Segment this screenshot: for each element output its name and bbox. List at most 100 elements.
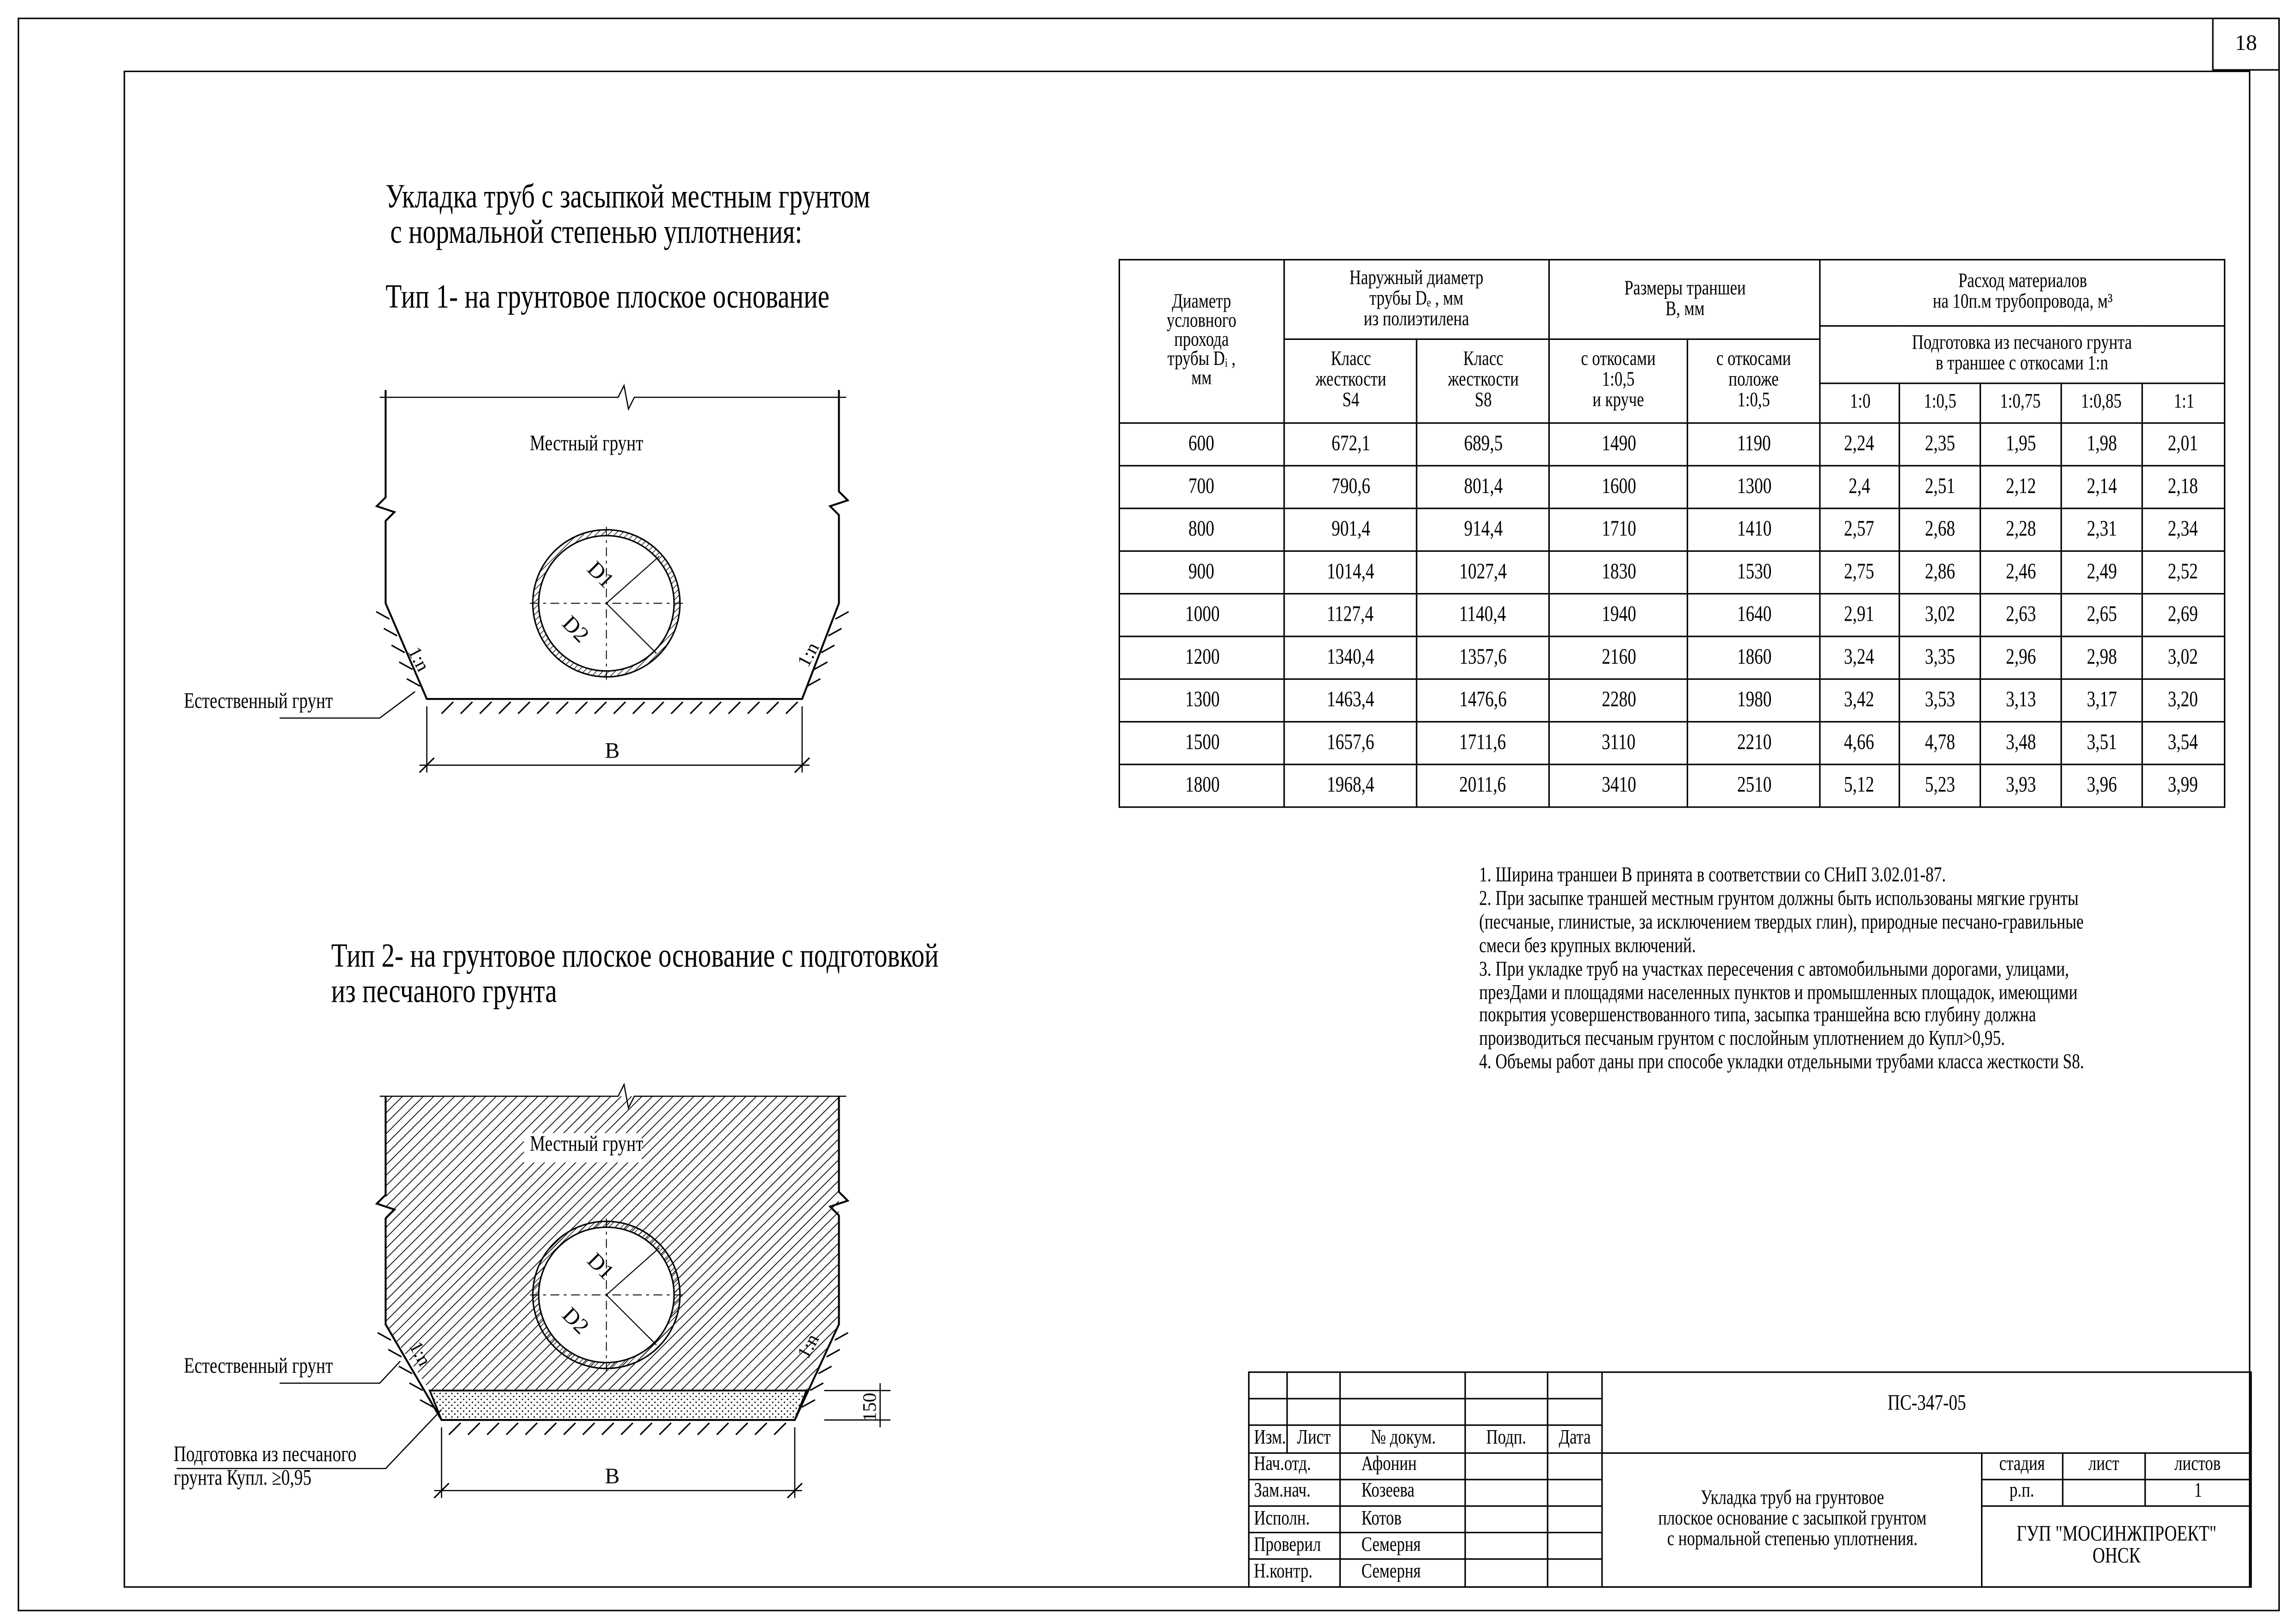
ground-hatch (517, 701, 531, 715)
sheets-label: листов (2144, 1451, 2252, 1480)
header-sand: Подготовка из песчаного грунта в траншее … (1819, 325, 2226, 384)
table-cell: 2,49 (2061, 550, 2143, 595)
type1-drawing (279, 383, 850, 773)
header-ratio: 1:0,85 (2061, 383, 2143, 424)
table-row: 800 901,4 914,4 1710 1410 2,57 2,68 2,28 2,31 2,3… (1118, 507, 2226, 552)
role-label: Нач.отд. (1248, 1451, 1341, 1480)
title-block-cell (1464, 1398, 1548, 1426)
ground-hatch (785, 701, 798, 715)
table-row: 700 790,6 801,4 1600 1300 2,4 2,51 2,12 2,14 2,18 (1118, 465, 2226, 509)
header-dn: Диаметр условного прохода трубы Dᵢ , мм (1118, 259, 1285, 424)
date-cell (1547, 1532, 1603, 1561)
ground-hatch (632, 701, 645, 715)
table-cell: 900 (1118, 550, 1285, 595)
table-cell: 3,54 (2141, 721, 2226, 765)
table-cell: 2,68 (1899, 507, 1981, 552)
table-cell: 1463,4 (1283, 678, 1417, 723)
ground-hatch (544, 1422, 557, 1435)
title-block-cell (1248, 1371, 1288, 1400)
table-cell: 4,66 (1819, 721, 1900, 765)
sheet-label: лист (2062, 1451, 2146, 1480)
ground-hatch (460, 701, 473, 715)
ground-hatch (689, 701, 703, 715)
table-cell: 2,35 (1899, 422, 1981, 467)
table-cell: 2280 (1548, 678, 1689, 723)
table-cell: 1300 (1118, 678, 1285, 723)
table-row: 1200 1340,4 1357,6 2160 1860 3,24 3,35 2,96 2,98… (1118, 636, 2226, 680)
table-cell: 1860 (1686, 636, 1821, 680)
type1-title: Тип 1- на грунтовое плоское основание (385, 278, 830, 315)
table-cell: 3410 (1548, 764, 1689, 808)
date-cell (1547, 1478, 1603, 1507)
title-block: ПС-347-05 Изм. Лист № докум. Подп. Дата Нач.от… (1248, 1371, 2252, 1587)
table-cell: 1300 (1686, 465, 1821, 509)
header-s8: Класс жесткости S8 (1416, 338, 1550, 424)
person-name: Котов (1339, 1505, 1466, 1534)
stage-value: р.п. (1981, 1478, 2064, 1507)
ground-hatch (716, 1422, 729, 1435)
table-cell: 1,95 (1980, 422, 2062, 467)
outer-border (18, 18, 2280, 1611)
table-cell: 3,48 (1980, 721, 2062, 765)
ground-hatch (467, 1422, 481, 1435)
col-header: Изм. (1248, 1425, 1288, 1453)
ground-hatch (659, 1422, 672, 1435)
table-cell: 3,96 (2061, 764, 2143, 808)
person-name: Семерня (1339, 1532, 1466, 1561)
table-cell: 3,53 (1899, 678, 1981, 723)
table-cell: 2,14 (2061, 465, 2143, 509)
header-ratio: 1:0,5 (1899, 383, 1981, 424)
table-cell: 1500 (1118, 721, 1285, 765)
note-line: производиться песчаным грунтом с послойн… (1479, 1027, 2005, 1051)
table-cell: 1711,6 (1416, 721, 1550, 765)
title-block-cell (1547, 1398, 1603, 1426)
sheet-value (2062, 1478, 2146, 1507)
table-cell: 1800 (1118, 764, 1285, 808)
table-cell: 600 (1118, 422, 1285, 467)
table-cell: 2,63 (1980, 593, 2062, 637)
pipe-data-table: Диаметр условного прохода трубы Dᵢ , мм Нару… (1118, 259, 2226, 808)
role-label: Зам.нач. (1248, 1478, 1341, 1507)
table-row: 1800 1968,4 2011,6 3410 2510 5,12 5,23 3,93 3,96… (1118, 764, 2226, 808)
table-cell: 5,12 (1819, 764, 1900, 808)
ground-hatch (479, 701, 492, 715)
main-heading: Укладка труб с засыпкой местным грунтом с… (386, 179, 1007, 250)
col-header: № докум. (1339, 1425, 1466, 1453)
table-cell: 3,02 (2141, 636, 2226, 680)
title-block-cell (1248, 1398, 1288, 1426)
table-cell: 1140,4 (1416, 593, 1550, 637)
table-cell: 3110 (1548, 721, 1689, 765)
table-cell: 2,98 (2061, 636, 2143, 680)
role-label: Исполн. (1248, 1505, 1341, 1534)
table-cell: 1657,6 (1283, 721, 1417, 765)
table-cell: 2,91 (1819, 593, 1900, 637)
table-cell: 1530 (1686, 550, 1821, 595)
ground-hatch (506, 1422, 519, 1435)
table-cell: 2,96 (1980, 636, 2062, 680)
notes: 1. Ширина траншеи В принята в соответств… (1479, 864, 2254, 1076)
type2-width-label: B (605, 1465, 620, 1489)
header-ratio: 1:0 (1819, 383, 1900, 424)
table-cell: 1027,4 (1416, 550, 1550, 595)
table-row: 600 672,1 689,5 1490 1190 2,24 2,35 1,95 1,98 2,0… (1118, 422, 2226, 467)
type2-natural-soil-label: Естественный грунт (184, 1355, 333, 1379)
table-cell: 2,12 (1980, 465, 2062, 509)
ground-hatch (697, 1422, 710, 1435)
signature-cell (1464, 1532, 1548, 1561)
table-cell: 4,78 (1899, 721, 1981, 765)
note-line: 2. При засыпке траншей местным грунтом д… (1479, 887, 2079, 911)
title-block-cell (1286, 1398, 1341, 1426)
table-cell: 3,99 (2141, 764, 2226, 808)
table-cell: 3,51 (2061, 721, 2143, 765)
table-cell: 3,35 (1899, 636, 1981, 680)
header-ratio: 1:0,75 (1980, 383, 2062, 424)
table-cell: 2,69 (2141, 593, 2226, 637)
table-cell: 3,17 (2061, 678, 2143, 723)
page-number-box: 18 (2212, 18, 2280, 71)
table-cell: 2510 (1686, 764, 1821, 808)
table-cell: 1357,6 (1416, 636, 1550, 680)
type1-local-soil-label: Местный грунт (530, 432, 644, 457)
date-cell (1547, 1559, 1603, 1587)
person-name: Семерня (1339, 1559, 1466, 1587)
